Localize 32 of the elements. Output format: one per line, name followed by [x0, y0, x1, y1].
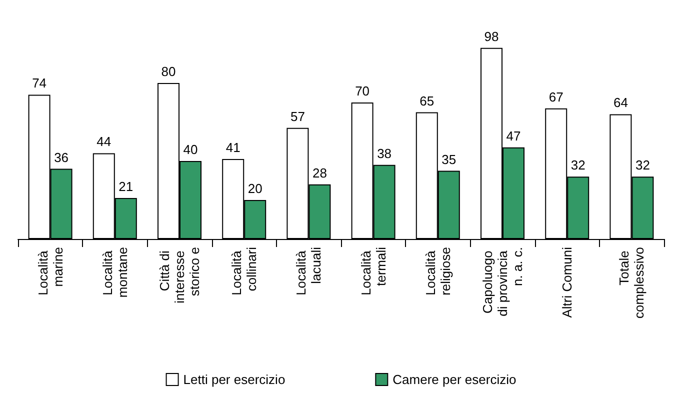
- data-label: 41: [226, 140, 240, 156]
- x-tick-label: Totale complessivo: [616, 247, 647, 319]
- data-label: 40: [183, 142, 198, 157]
- data-label: 47: [506, 128, 521, 144]
- data-label: 21: [118, 179, 134, 194]
- data-label: 57: [290, 108, 305, 124]
- x-tick-label: Località marine: [35, 247, 66, 296]
- x-tick-label: Località termali: [358, 246, 388, 296]
- data-label: 98: [484, 28, 499, 44]
- data-label: 20: [248, 181, 262, 196]
- data-label: 65: [420, 93, 434, 108]
- data-label: 36: [54, 150, 69, 165]
- data-label: 32: [635, 158, 650, 173]
- data-label: 64: [613, 95, 628, 110]
- legend-label: Camere per esercizio: [392, 372, 516, 387]
- data-label: 74: [32, 76, 47, 91]
- x-tick-label: Località lacuali: [294, 246, 324, 296]
- x-tick-label: Località religiose: [422, 247, 453, 296]
- data-label: 70: [355, 84, 370, 98]
- data-label: 44: [96, 134, 112, 150]
- x-tick-label: Località collinari: [229, 246, 260, 296]
- data-label: 35: [442, 152, 456, 167]
- data-label: 32: [570, 158, 586, 173]
- x-tick-label: Capoluogo di provincia n. a. c.: [480, 247, 525, 316]
- data-label: 38: [377, 146, 392, 161]
- x-tick-label: Altri Comuni: [560, 246, 575, 318]
- x-tick-label: Località montane: [100, 247, 130, 298]
- legend-label: Letti per esercizio: [183, 372, 286, 387]
- data-label: 80: [161, 64, 176, 79]
- data-label: 28: [312, 165, 327, 180]
- data-label: 67: [548, 89, 564, 104]
- x-tick-label: Città di interesse storico e: [157, 247, 202, 304]
